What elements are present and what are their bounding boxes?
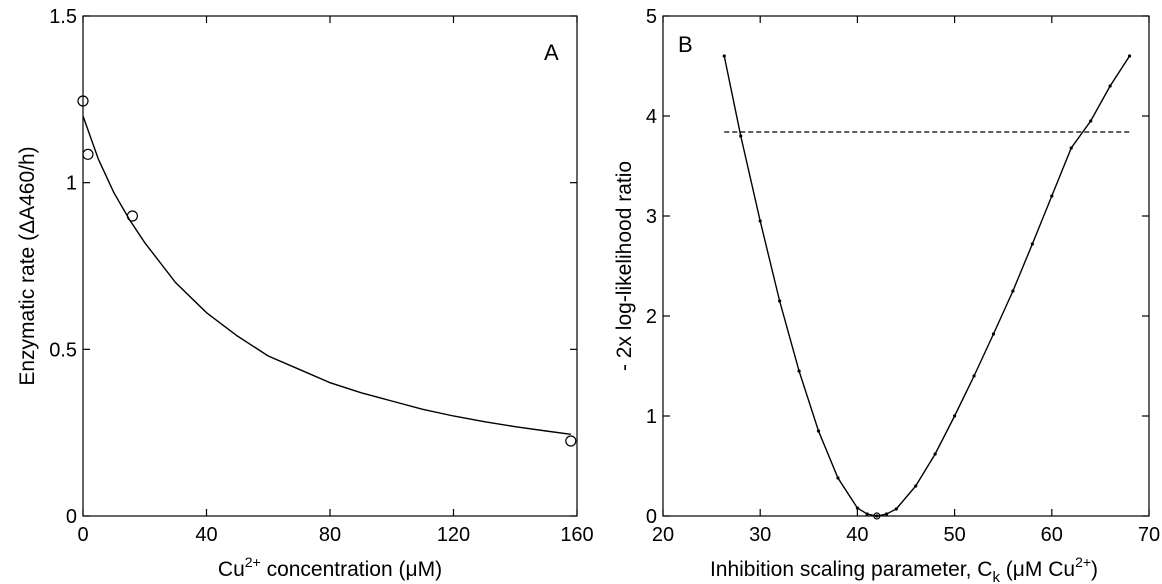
a-x-tick-label: 160	[560, 524, 593, 546]
panel-b-curve-point	[884, 512, 889, 516]
panel-b-y-tick-labels: 0 1 2 3 4 5	[646, 6, 657, 528]
panel-b-curve-point	[1011, 289, 1015, 293]
panel-a-fit-curve	[82, 115, 571, 436]
panel-a-data-point	[77, 95, 89, 107]
panel-b-curve-point	[1127, 54, 1132, 58]
b-x-tick-label: 20	[652, 524, 674, 546]
b-y-tick-label: 2	[646, 306, 657, 328]
panel-b-curve-point	[816, 429, 821, 433]
b-y-tick-label: 1	[646, 406, 657, 428]
panel-b: 20 30 40 50 60 70 0 1 2 3 4 5 B Inhibition scaling…	[613, 6, 1160, 584]
panel-b-ticks	[662, 15, 1150, 517]
panel-b-curve-point	[797, 369, 801, 373]
panel-b-curve-point	[953, 414, 957, 418]
b-y-tick-label: 4	[646, 106, 657, 128]
b-x-tick-label: 30	[749, 524, 771, 546]
b-x-tick-label: 60	[1041, 524, 1063, 546]
panel-a: 0 40 80 120 160 0 0.5 1 1.5 A Cu2+ concentratio…	[16, 6, 594, 581]
a-y-tick-label: 1.5	[49, 6, 77, 28]
b-y-tick-label: 3	[646, 206, 657, 228]
panel-b-y-axis-label: - 2x log-likelihood ratio	[613, 161, 636, 371]
panel-b-curve-point	[758, 219, 762, 223]
a-x-tick-label: 40	[195, 524, 217, 546]
a-y-tick-label: 1	[66, 173, 77, 195]
panel-b-curve-point	[836, 476, 840, 480]
panel-b-curve-point	[865, 512, 869, 516]
a-y-tick-label: 0	[66, 506, 77, 528]
panel-a-data-point	[126, 210, 138, 222]
panel-b-letter: B	[678, 32, 693, 57]
b-x-tick-label: 50	[943, 524, 965, 546]
panel-b-x-axis-label: Inhibition scaling parameter, Ck (μM Cu2…	[710, 554, 1098, 584]
panel-b-curve-markers	[722, 54, 1132, 520]
b-x-tick-label: 40	[846, 524, 868, 546]
panel-b-curve-point	[1030, 242, 1034, 246]
panel-b-curve-point	[933, 452, 937, 456]
panel-b-curve-point	[722, 54, 726, 58]
panel-b-x-tick-labels: 20 30 40 50 60 70	[652, 524, 1160, 546]
panel-b-curve-point	[778, 299, 782, 303]
b-y-tick-label: 0	[646, 506, 657, 528]
panel-b-curve-point	[1069, 146, 1073, 150]
panel-b-curve-point	[972, 374, 976, 378]
panel-b-curve-point	[914, 484, 918, 488]
panel-a-letter: A	[544, 40, 559, 65]
a-y-tick-label: 0.5	[49, 339, 77, 361]
panel-b-curve-point	[1050, 194, 1054, 198]
panel-b-minimum-marker	[873, 512, 881, 520]
b-y-tick-label: 5	[646, 6, 657, 28]
panel-b-curve-point	[1108, 84, 1112, 88]
panel-a-y-tick-labels: 0 0.5 1 1.5	[49, 6, 77, 528]
panel-b-frame	[662, 15, 1150, 517]
panel-a-y-axis-label: Enzymatic rate (ΔA460/h)	[16, 146, 39, 385]
panel-a-data-points	[77, 95, 577, 447]
panel-a-frame	[82, 15, 578, 517]
panel-a-ticks	[82, 15, 578, 517]
b-x-tick-label: 70	[1138, 524, 1160, 546]
panel-a-data-point	[82, 148, 94, 160]
a-x-tick-label: 0	[77, 524, 88, 546]
panel-b-likelihood-curve	[723, 55, 1131, 517]
a-x-tick-label: 120	[437, 524, 470, 546]
panel-b-curve-point	[739, 134, 743, 138]
panel-b-curve-point	[991, 332, 996, 336]
panel-b-curve-point	[1089, 119, 1093, 123]
panel-a-x-axis-label: Cu2+ concentration (μM)	[218, 554, 442, 581]
a-x-tick-label: 80	[319, 524, 341, 546]
panel-a-data-point	[565, 435, 577, 447]
panel-b-curve-point	[855, 506, 860, 510]
panel-a-x-tick-labels: 0 40 80 120 160	[77, 524, 593, 546]
panel-b-curve-point	[875, 514, 879, 518]
panel-b-curve-point	[894, 507, 898, 511]
